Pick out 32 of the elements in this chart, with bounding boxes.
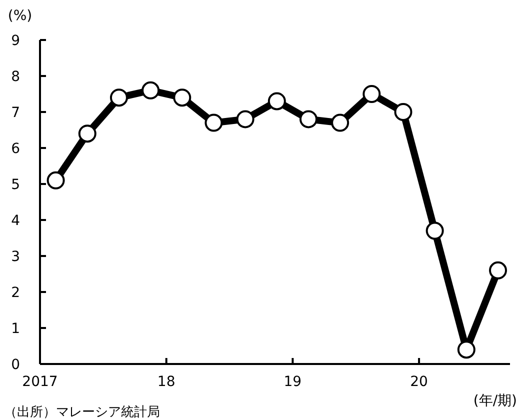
point: [362, 85, 381, 103]
x-tick-label: 2017: [22, 374, 58, 390]
point: [78, 124, 96, 143]
y-tick-label: 1: [11, 320, 20, 337]
y-tick-label: 5: [11, 176, 20, 193]
point: [46, 171, 65, 190]
y-axis-title: (%): [8, 8, 32, 24]
point: [204, 114, 223, 132]
y-tick-label: 0: [11, 356, 20, 373]
y-tick-label: 8: [11, 68, 20, 85]
y-tick-label: 4: [11, 212, 20, 229]
point: [268, 92, 286, 110]
y-tick-label: 9: [11, 32, 20, 49]
point: [488, 261, 507, 280]
point: [457, 340, 476, 359]
point: [331, 114, 350, 132]
y-tick-label: 7: [11, 104, 20, 121]
y-tick-label: 3: [11, 248, 20, 265]
point: [394, 103, 412, 121]
point: [299, 110, 318, 128]
x-axis-title: (年/期): [473, 393, 517, 409]
point: [173, 88, 192, 107]
point: [426, 222, 444, 240]
x-tick-label: 20: [410, 374, 428, 390]
y-tick-label: 6: [11, 140, 20, 157]
x-tick-label: 18: [157, 374, 176, 390]
point: [142, 81, 160, 100]
point: [236, 110, 254, 128]
text: （出所）マレーシア統計局: [4, 405, 160, 419]
y-tick-label: 2: [11, 284, 20, 301]
point: [110, 88, 128, 107]
x-tick-label: 19: [284, 374, 302, 390]
